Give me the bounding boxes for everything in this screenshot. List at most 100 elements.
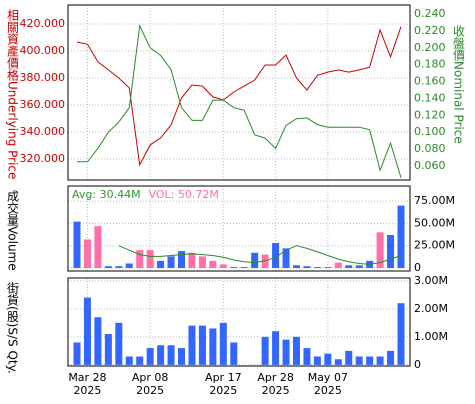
x-tick-label: Apr 08 2025 (132, 371, 169, 397)
bar (397, 303, 405, 365)
bar (313, 267, 321, 268)
x-tick-label: Apr 28 2025 (257, 371, 294, 397)
bar (178, 251, 186, 268)
bar (345, 265, 353, 268)
bar (387, 350, 395, 365)
y2-tick-label: 0.080 (414, 142, 446, 155)
bar (157, 260, 165, 268)
bar (198, 325, 206, 365)
y-tick-label: 75.00M (414, 194, 455, 207)
bar (334, 359, 342, 365)
bar (146, 348, 154, 365)
bar (282, 339, 290, 365)
price-line (77, 24, 402, 178)
y-tick-label: 380.000 (20, 71, 66, 84)
x-tick-line: 2025 (314, 384, 342, 397)
x-tick-line: 2025 (136, 384, 164, 397)
bar (387, 235, 395, 268)
bar (167, 345, 175, 365)
y-tick-label: 50.00M (414, 216, 455, 229)
bar (94, 317, 102, 365)
bar (282, 248, 290, 268)
x-tick-line: May 07 (308, 371, 348, 384)
bar (146, 250, 154, 268)
bar (355, 265, 363, 268)
panel-frame (68, 5, 410, 180)
y-tick-label: 1.00M (414, 330, 448, 343)
annotation: VOL: 50.72M (149, 188, 219, 201)
x-tick-line: 2025 (209, 384, 237, 397)
bar (251, 252, 259, 268)
bar (366, 356, 374, 365)
bar (303, 348, 311, 365)
bar (292, 265, 300, 268)
average-line (118, 245, 402, 265)
panel-frame (68, 186, 410, 271)
y-tick-label: 0 (414, 261, 421, 274)
panel-border (67, 4, 411, 181)
bar (355, 356, 363, 365)
bar (209, 260, 217, 268)
x-tick-line: 2025 (73, 384, 101, 397)
bar (345, 350, 353, 365)
y-tick-label: 400.000 (20, 44, 66, 57)
bar (94, 226, 102, 268)
bar (188, 325, 196, 365)
bar (104, 334, 112, 365)
bar (292, 336, 300, 365)
bar (188, 252, 196, 268)
bar (115, 322, 123, 365)
y2-tick-label: 0.120 (414, 108, 446, 121)
annotation: Avg: 30.44M (72, 188, 141, 201)
bar (376, 232, 384, 268)
y-tick-label: 2.00M (414, 302, 448, 315)
y-tick-label: 3.00M (414, 274, 448, 287)
x-tick-line: Apr 17 (205, 371, 242, 384)
y-tick-label: 340.000 (20, 125, 66, 138)
bar (104, 266, 112, 268)
bar (313, 356, 321, 365)
bar (334, 262, 342, 268)
y-axis-label: 街貨(股)S/S Qty. (6, 282, 20, 374)
bar (125, 263, 133, 268)
bar (376, 356, 384, 365)
y-axis-label: 成交量Volume (6, 190, 20, 271)
bar (83, 297, 91, 365)
bar (157, 345, 165, 365)
x-tick-label: May 07 2025 (308, 371, 348, 397)
x-tick-label: Mar 28 2025 (68, 371, 106, 397)
bar (219, 264, 227, 268)
y-tick-label: 320.000 (20, 152, 66, 165)
y2-tick-label: 0.200 (414, 41, 446, 54)
y-tick-label: 420.000 (20, 17, 66, 30)
bar (240, 267, 248, 268)
y2-tick-label: 0.100 (414, 125, 446, 138)
panel-frame (68, 278, 410, 366)
y2-tick-label: 0.180 (414, 58, 446, 71)
bar (136, 356, 144, 365)
bar (136, 250, 144, 268)
bar (125, 356, 133, 365)
y2-tick-label: 0.140 (414, 91, 446, 104)
bar (198, 256, 206, 268)
bar (178, 348, 186, 365)
bar (83, 239, 91, 268)
bar (303, 266, 311, 268)
bar (272, 331, 280, 365)
price-line (76, 26, 402, 167)
bar (230, 267, 238, 268)
y-tick-label: 360.000 (20, 98, 66, 111)
bar (324, 267, 332, 268)
x-tick-line: Mar 28 (68, 371, 106, 384)
y-axis-label: 相關資產價格Underlying Price (6, 9, 20, 180)
panel-border (67, 277, 411, 367)
y2-tick-label: 0.160 (414, 75, 446, 88)
x-tick-line: Apr 28 (257, 371, 294, 384)
panel-border (67, 185, 411, 272)
bar (219, 322, 227, 365)
bar (115, 266, 123, 268)
x-tick-label: Apr 17 2025 (205, 371, 242, 397)
y2-axis-label: 收盤價Nominal Price (452, 25, 466, 144)
bar (73, 342, 81, 365)
